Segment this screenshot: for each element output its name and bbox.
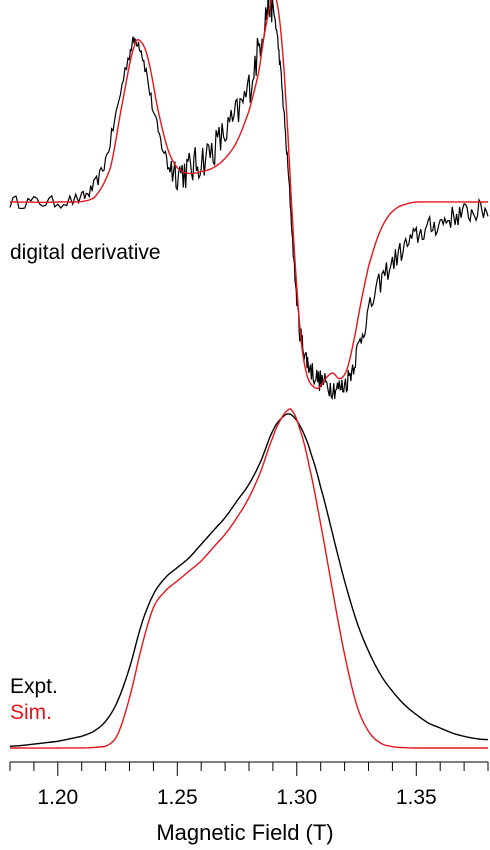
derivative-plot bbox=[9, 0, 489, 401]
absorption-series-sim bbox=[10, 408, 488, 749]
derivative-series-sim bbox=[10, 0, 488, 390]
legend-sim: Sim. bbox=[10, 701, 52, 724]
x-axis bbox=[9, 761, 489, 776]
x-tick-label: 1.35 bbox=[395, 786, 437, 809]
absorption-plot bbox=[9, 408, 488, 749]
x-tick-label: 1.30 bbox=[276, 786, 318, 809]
legend-expt: Expt. bbox=[10, 675, 58, 698]
x-tick-label: 1.25 bbox=[156, 786, 198, 809]
x-tick-label: 1.20 bbox=[37, 786, 79, 809]
x-axis-label: Magnetic Field (T) bbox=[156, 820, 334, 845]
derivative-series-expt bbox=[9, 0, 489, 401]
absorption-series-expt bbox=[9, 413, 488, 747]
derivative-annotation: digital derivative bbox=[10, 241, 161, 264]
